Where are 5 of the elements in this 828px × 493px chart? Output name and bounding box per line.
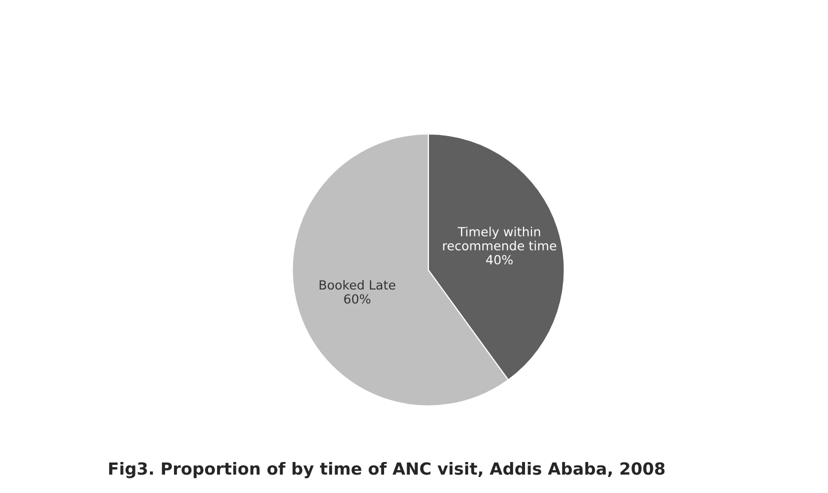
slice-label: Booked Late <box>320 280 396 290</box>
text: Fig3. Proportion of by time of ANC visit, Addis Ababa, 2008 <box>109 462 665 478</box>
data-label: 60% <box>344 294 370 304</box>
data-label: 40% <box>486 254 513 264</box>
slice-label: Timely within recommende time <box>443 226 556 250</box>
